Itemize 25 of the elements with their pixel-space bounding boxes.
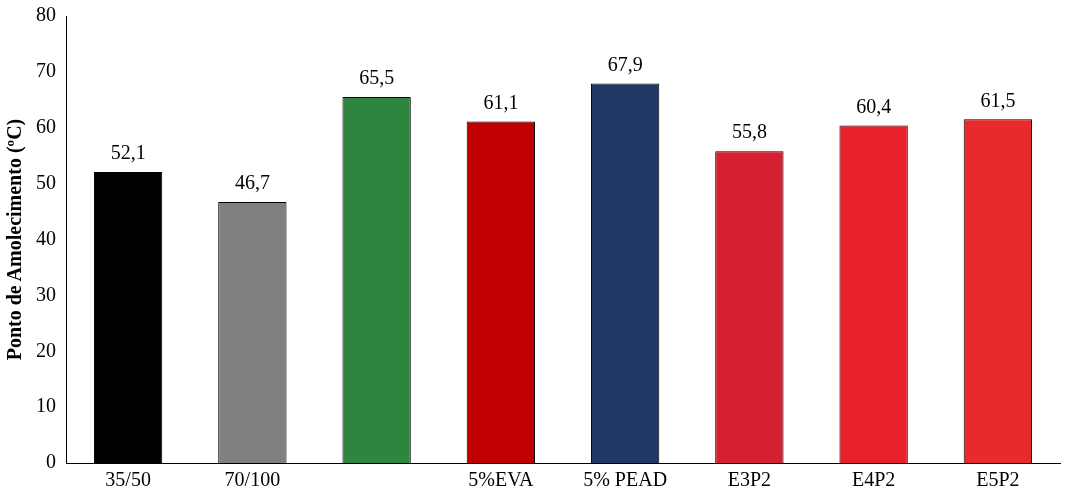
data-label: 46,7 xyxy=(234,171,270,194)
y-tick-label: 50 xyxy=(36,170,56,193)
x-tick-label: E5P2 xyxy=(976,468,1020,491)
data-label: 61,5 xyxy=(980,88,1016,111)
y-tick-label: 60 xyxy=(36,115,56,137)
y-tick-label: 0 xyxy=(46,450,56,473)
data-label: 65,5 xyxy=(359,66,395,89)
x-tick-label: 5%EVA xyxy=(468,468,535,491)
y-tick-label: 20 xyxy=(36,338,56,361)
x-tick-label: 70/100 xyxy=(224,468,281,491)
data-label: 60,4 xyxy=(856,94,892,117)
x-tick-label: E3P2 xyxy=(727,468,772,491)
x-tick-label: E4P2 xyxy=(851,468,896,491)
y-tick-label: 40 xyxy=(36,226,56,249)
data-label: 55,8 xyxy=(731,120,767,143)
y-tick-label: 80 xyxy=(36,3,56,26)
y-axis-title: Ponto de Amolecimento (ºC) xyxy=(3,118,27,361)
y-tick-label: 10 xyxy=(36,394,56,417)
y-tick-label: 70 xyxy=(36,59,56,82)
x-tick-label: 5% PEAD xyxy=(583,468,668,491)
y-tick-label: 30 xyxy=(36,282,56,305)
data-label: 52,1 xyxy=(110,141,146,164)
data-label: 61,1 xyxy=(483,90,519,113)
x-tick-label: 35/50 xyxy=(105,468,151,491)
data-label: 67,9 xyxy=(607,52,643,75)
